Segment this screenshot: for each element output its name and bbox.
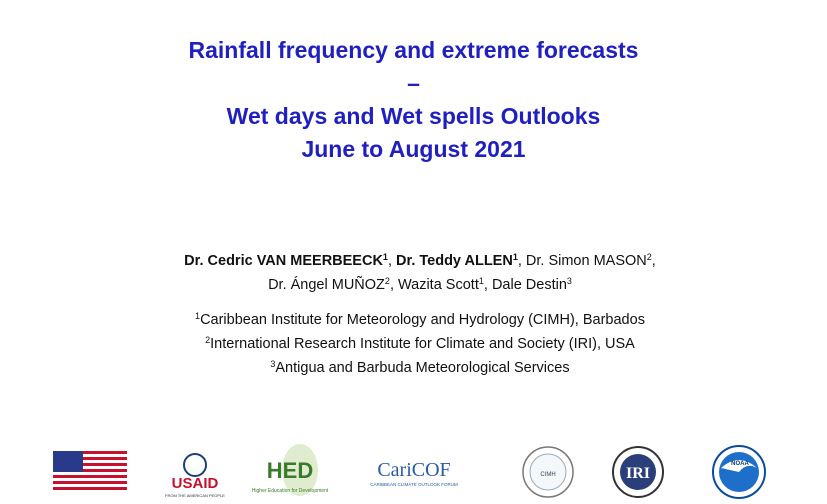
flag-stripe <box>53 475 127 478</box>
affil-mark: 3 <box>270 359 276 369</box>
author-affil-mark: 2 <box>646 252 652 262</box>
cimh-inner <box>529 453 567 491</box>
flag-stripe <box>53 478 127 481</box>
flag-stripe <box>53 454 127 457</box>
title-line: – <box>407 70 420 96</box>
author-affil-mark: 1 <box>512 252 518 262</box>
flag-stripe <box>53 484 127 487</box>
noaa-logo: NOAA <box>731 461 749 467</box>
hed-tagline: Higher Education for Development <box>252 488 329 494</box>
us-flag <box>53 451 127 490</box>
flag-stripe <box>53 466 127 469</box>
separator: , <box>389 277 398 293</box>
caricof-tagline: CARIBBEAN CLIMATE OUTLOOK FORUM <box>370 482 458 487</box>
flag-stripe <box>53 481 127 484</box>
author: Wazita Scott <box>398 277 479 293</box>
flag-stripe <box>53 469 127 472</box>
separator: , <box>517 253 526 269</box>
usaid-logo: USAID <box>172 475 219 492</box>
hed-leaf <box>282 444 318 496</box>
affil-text: Antigua and Barbuda Meteorological Servi… <box>275 360 570 376</box>
separator: , <box>483 277 492 293</box>
author: Dr. Cedric VAN MEERBEECK <box>184 253 383 269</box>
flag-canton <box>53 451 83 472</box>
affiliation: 2International Research Institute for Cl… <box>0 330 827 354</box>
usaid-tagline: FROM THE AMERICAN PEOPLE <box>165 493 225 498</box>
hed-logo: HED <box>267 458 313 483</box>
flag-stripe <box>53 457 127 460</box>
title-line: June to August 2021 <box>301 136 526 162</box>
affiliation: 3Antigua and Barbuda Meteorological Serv… <box>0 354 827 378</box>
flag-stripe <box>53 487 127 490</box>
flag-stripe <box>53 463 127 466</box>
noaa-bird <box>721 460 757 472</box>
author: Dr. Simon MASON <box>525 253 647 269</box>
affiliations: 1Caribbean Institute for Meteorology and… <box>0 306 827 378</box>
author: Dr. Ángel MUÑOZ <box>268 277 385 293</box>
author-affil-mark: 3 <box>566 276 572 286</box>
author-line: Dr. Cedric VAN MEERBEECK1, Dr. Teddy ALL… <box>0 247 827 271</box>
affil-mark: 1 <box>195 311 201 321</box>
affil-mark: 2 <box>205 335 211 345</box>
title-line: Wet days and Wet spells Outlooks <box>226 103 601 129</box>
caricof-logo: CariCOF <box>377 459 450 481</box>
cimh-logo: CIMH <box>540 472 555 478</box>
flag-stripe <box>53 451 127 454</box>
author-affil-mark: 1 <box>382 252 388 262</box>
separator: , <box>651 253 656 269</box>
iri-logo: IRI <box>626 465 650 482</box>
author-affil-mark: 2 <box>384 276 390 286</box>
affil-text: International Research Institute for Cli… <box>210 336 635 352</box>
flag-stripe <box>53 472 127 475</box>
title-line: Rainfall frequency and extreme forecasts <box>188 37 639 63</box>
title: Rainfall frequency and extreme forecasts… <box>0 34 827 166</box>
author: Dr. Teddy ALLEN <box>396 253 513 269</box>
author-affil-mark: 1 <box>478 276 484 286</box>
affil-text: Caribbean Institute for Meteorology and … <box>200 312 645 328</box>
flag-stripe <box>53 460 127 463</box>
usaid-seal <box>183 453 207 477</box>
author-line: Dr. Ángel MUÑOZ2, Wazita Scott1, Dale De… <box>0 271 827 295</box>
iri-inner <box>620 454 656 490</box>
author: Dale Destin <box>491 277 567 293</box>
separator: , <box>387 253 396 269</box>
authors: Dr. Cedric VAN MEERBEECK1, Dr. Teddy ALL… <box>0 247 827 295</box>
affiliation: 1Caribbean Institute for Meteorology and… <box>0 306 827 330</box>
